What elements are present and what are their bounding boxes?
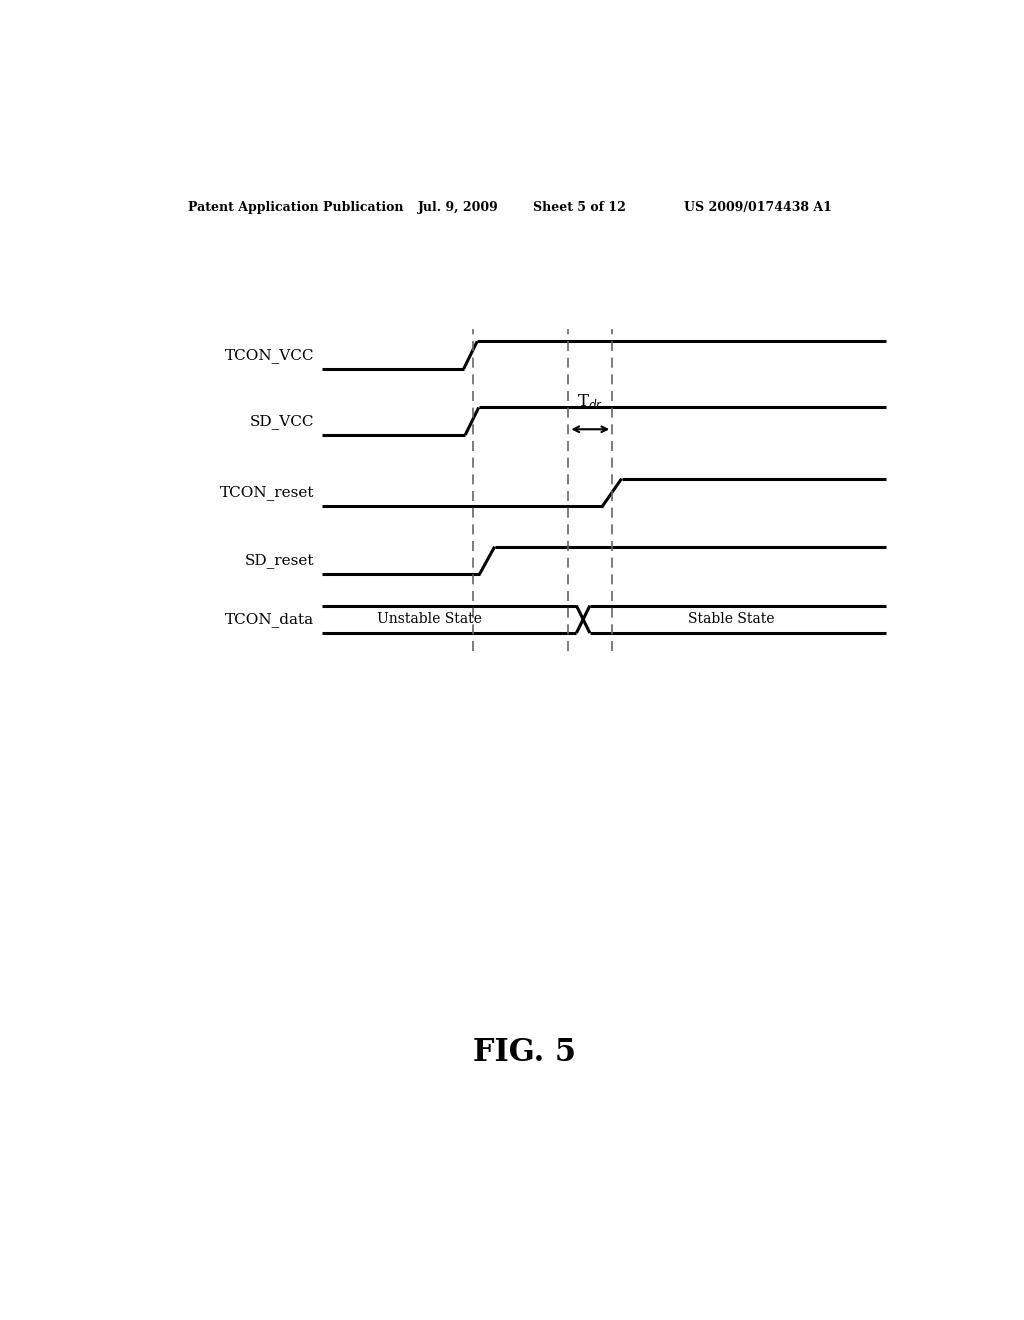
Text: TCON_reset: TCON_reset [220,484,314,500]
Text: FIG. 5: FIG. 5 [473,1038,577,1068]
Text: Patent Application Publication: Patent Application Publication [187,201,403,214]
Text: Jul. 9, 2009: Jul. 9, 2009 [418,201,499,214]
Text: Stable State: Stable State [688,612,774,626]
Text: SD_reset: SD_reset [245,553,314,568]
Text: TCON_VCC: TCON_VCC [225,347,314,363]
Text: US 2009/0174438 A1: US 2009/0174438 A1 [684,201,831,214]
Text: SD_VCC: SD_VCC [250,413,314,429]
Text: TCON_data: TCON_data [225,612,314,627]
Text: $\mathregular{T}_{dr}$: $\mathregular{T}_{dr}$ [578,392,603,411]
Text: Sheet 5 of 12: Sheet 5 of 12 [532,201,626,214]
Text: Unstable State: Unstable State [377,612,482,626]
